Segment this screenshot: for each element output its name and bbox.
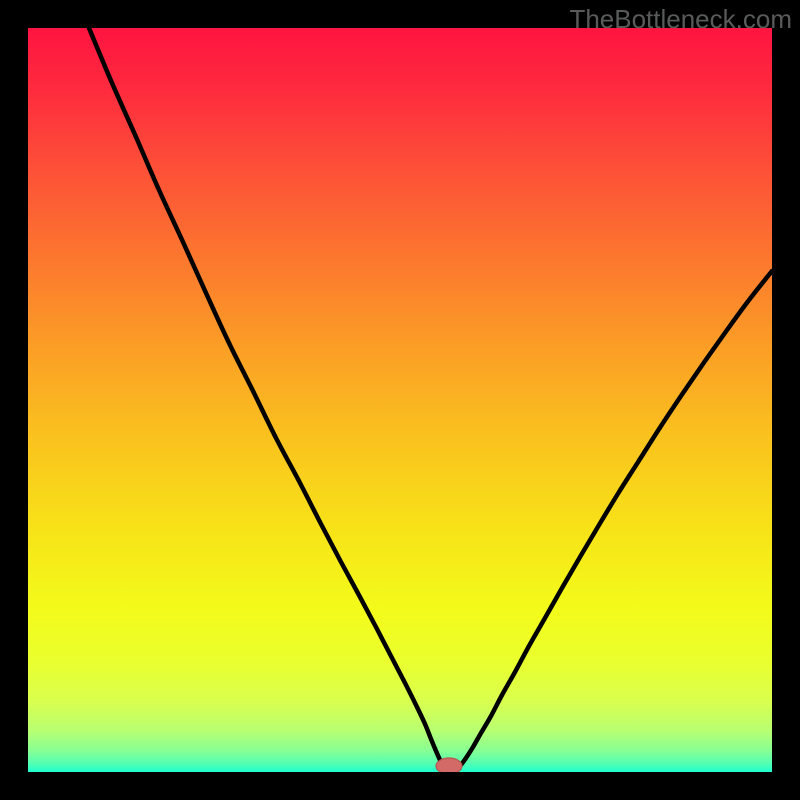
gradient-background xyxy=(28,28,772,772)
chart-container: { "meta": { "width": 800, "height": 800,… xyxy=(0,0,800,800)
watermark-text: TheBottleneck.com xyxy=(569,4,792,35)
plot-area xyxy=(0,0,800,800)
bottleneck-curve-chart xyxy=(0,0,800,800)
optimal-marker xyxy=(436,758,462,774)
